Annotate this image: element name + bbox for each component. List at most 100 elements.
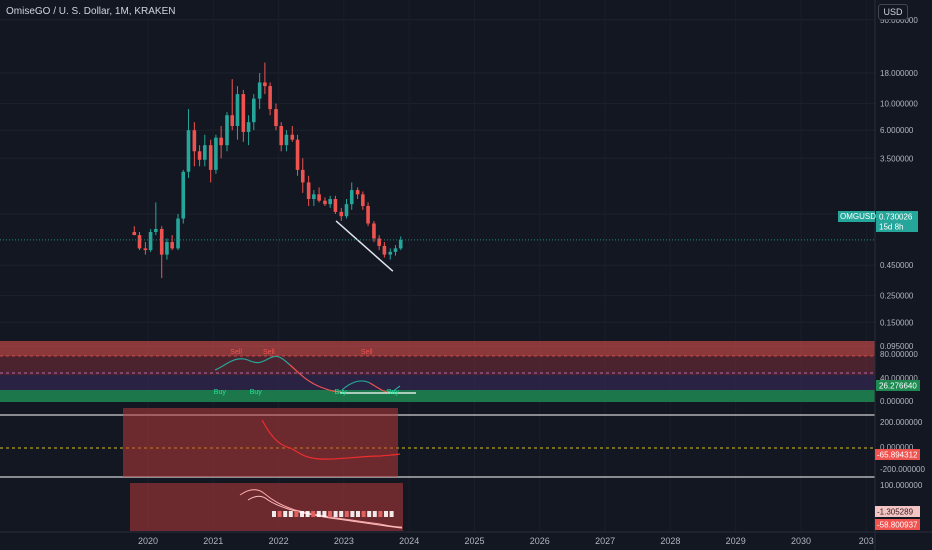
osc1-scale-label: 40.000000 [880,374,918,383]
candle-body [143,248,148,251]
oscillator-1-pane[interactable]: Sell Sell Sell Buy Buy Buy Buy [0,341,875,402]
currency-button[interactable]: USD [878,4,908,20]
candle-body [355,190,360,195]
osc1-scale-label: 0.000000 [880,397,914,406]
osc2-range-box [123,408,398,477]
candle [225,112,229,152]
price-labels: 50.000000 18.000000 10.000000 6.000000 3.500… [880,16,918,351]
price-scale-label: 10.000000 [880,100,918,109]
candle [230,79,235,131]
candle-body [235,94,240,127]
candle-body [214,137,218,170]
candle [393,245,398,256]
candle-layer [132,62,403,279]
candle-body [225,115,229,146]
candle [176,214,180,251]
candle [328,195,332,208]
price-scale-label: 6.000000 [880,126,914,135]
osc2-scale-label: 200.000000 [880,418,923,427]
histogram-bar [361,511,366,517]
price-scale-label: 18.000000 [880,69,918,78]
candle-body [323,200,327,205]
candle-body [393,248,398,252]
candle [143,242,148,255]
time-axis[interactable]: 2020 2021 2022 2023 2024 2025 2026 2027 2028 2029… [0,531,932,546]
candle-body [388,251,393,255]
candle-body [344,204,349,217]
candle [377,235,381,251]
candle [344,199,349,219]
osc3-range-box [130,483,403,531]
symbol-title[interactable]: OmiseGO / U. S. Dollar, 1M, KRAKEN [6,6,176,17]
oscillator-3-pane[interactable] [130,483,403,531]
oscillator-2-pane[interactable] [0,408,875,478]
osc3-line-a [239,489,403,528]
histogram-bar [372,511,377,517]
candle-body [251,98,256,123]
osc1-signals: Sell Sell Sell Buy Buy Buy Buy [214,349,400,396]
trendline[interactable] [335,220,394,272]
candle [263,62,267,95]
candle [235,86,240,140]
histogram-bar [305,511,310,517]
candle-body [333,199,338,212]
candle [366,202,370,227]
candle [339,207,344,221]
candle-body [181,171,186,219]
candle [398,236,403,251]
symbol-tag-bg [838,211,875,222]
candle-body [295,139,300,170]
candle [349,182,354,210]
price-scale[interactable]: 50.000000 18.000000 10.000000 6.000000 3.500… [838,0,925,550]
time-axis-label: 2029 [726,536,746,546]
time-axis-label: 2023 [334,536,354,546]
time-axis-label: 2028 [660,536,680,546]
osc1-value-tag-bg [876,380,920,391]
osc2-scale-label: 0.000000 [880,443,914,452]
histogram-bar [356,511,360,517]
histogram-bar [316,511,321,517]
osc1-value-tag: 26.276640 [879,382,917,391]
histogram-bar [384,511,388,517]
candle [279,122,284,152]
time-axis-label: 2022 [269,536,289,546]
candle-body [361,194,365,206]
time-axis-label: 2021 [203,536,223,546]
osc3-value-tag-bg [875,506,920,517]
candle [355,187,360,200]
price-scale-label: 0.450000 [880,261,914,270]
candle [208,139,213,183]
candle-body [377,238,381,246]
candle-body [241,94,246,132]
candle [388,248,393,260]
candle [241,89,246,142]
osc3-scale-label: 100.000000 [880,481,923,490]
candle-body [372,223,376,239]
sell-signal-label: Sell [361,349,373,356]
candle [333,195,338,214]
osc2-value-tag-bg [875,449,920,460]
candle [186,109,191,178]
candle [361,191,365,210]
candle [214,134,218,174]
osc3-value-tag-2-bg [875,519,920,530]
candle-body [274,109,278,127]
osc3-scale: 100.000000 -1.305289 -58.800937 [875,481,923,530]
candle-body [349,190,354,205]
osc1-upper-band [0,356,875,375]
price-scale-label: 3.500000 [880,154,914,163]
histogram-bar [333,511,338,517]
time-axis-label: 2027 [595,536,615,546]
candle-body [148,231,153,251]
candle [197,145,202,167]
candle [219,126,223,159]
osc1-line-green [214,355,291,371]
candle [181,169,186,224]
time-axis-label: 203 [859,536,874,546]
candle [203,134,207,167]
histogram-bar [277,511,282,517]
histogram-bar [294,511,299,517]
candle [295,134,300,176]
